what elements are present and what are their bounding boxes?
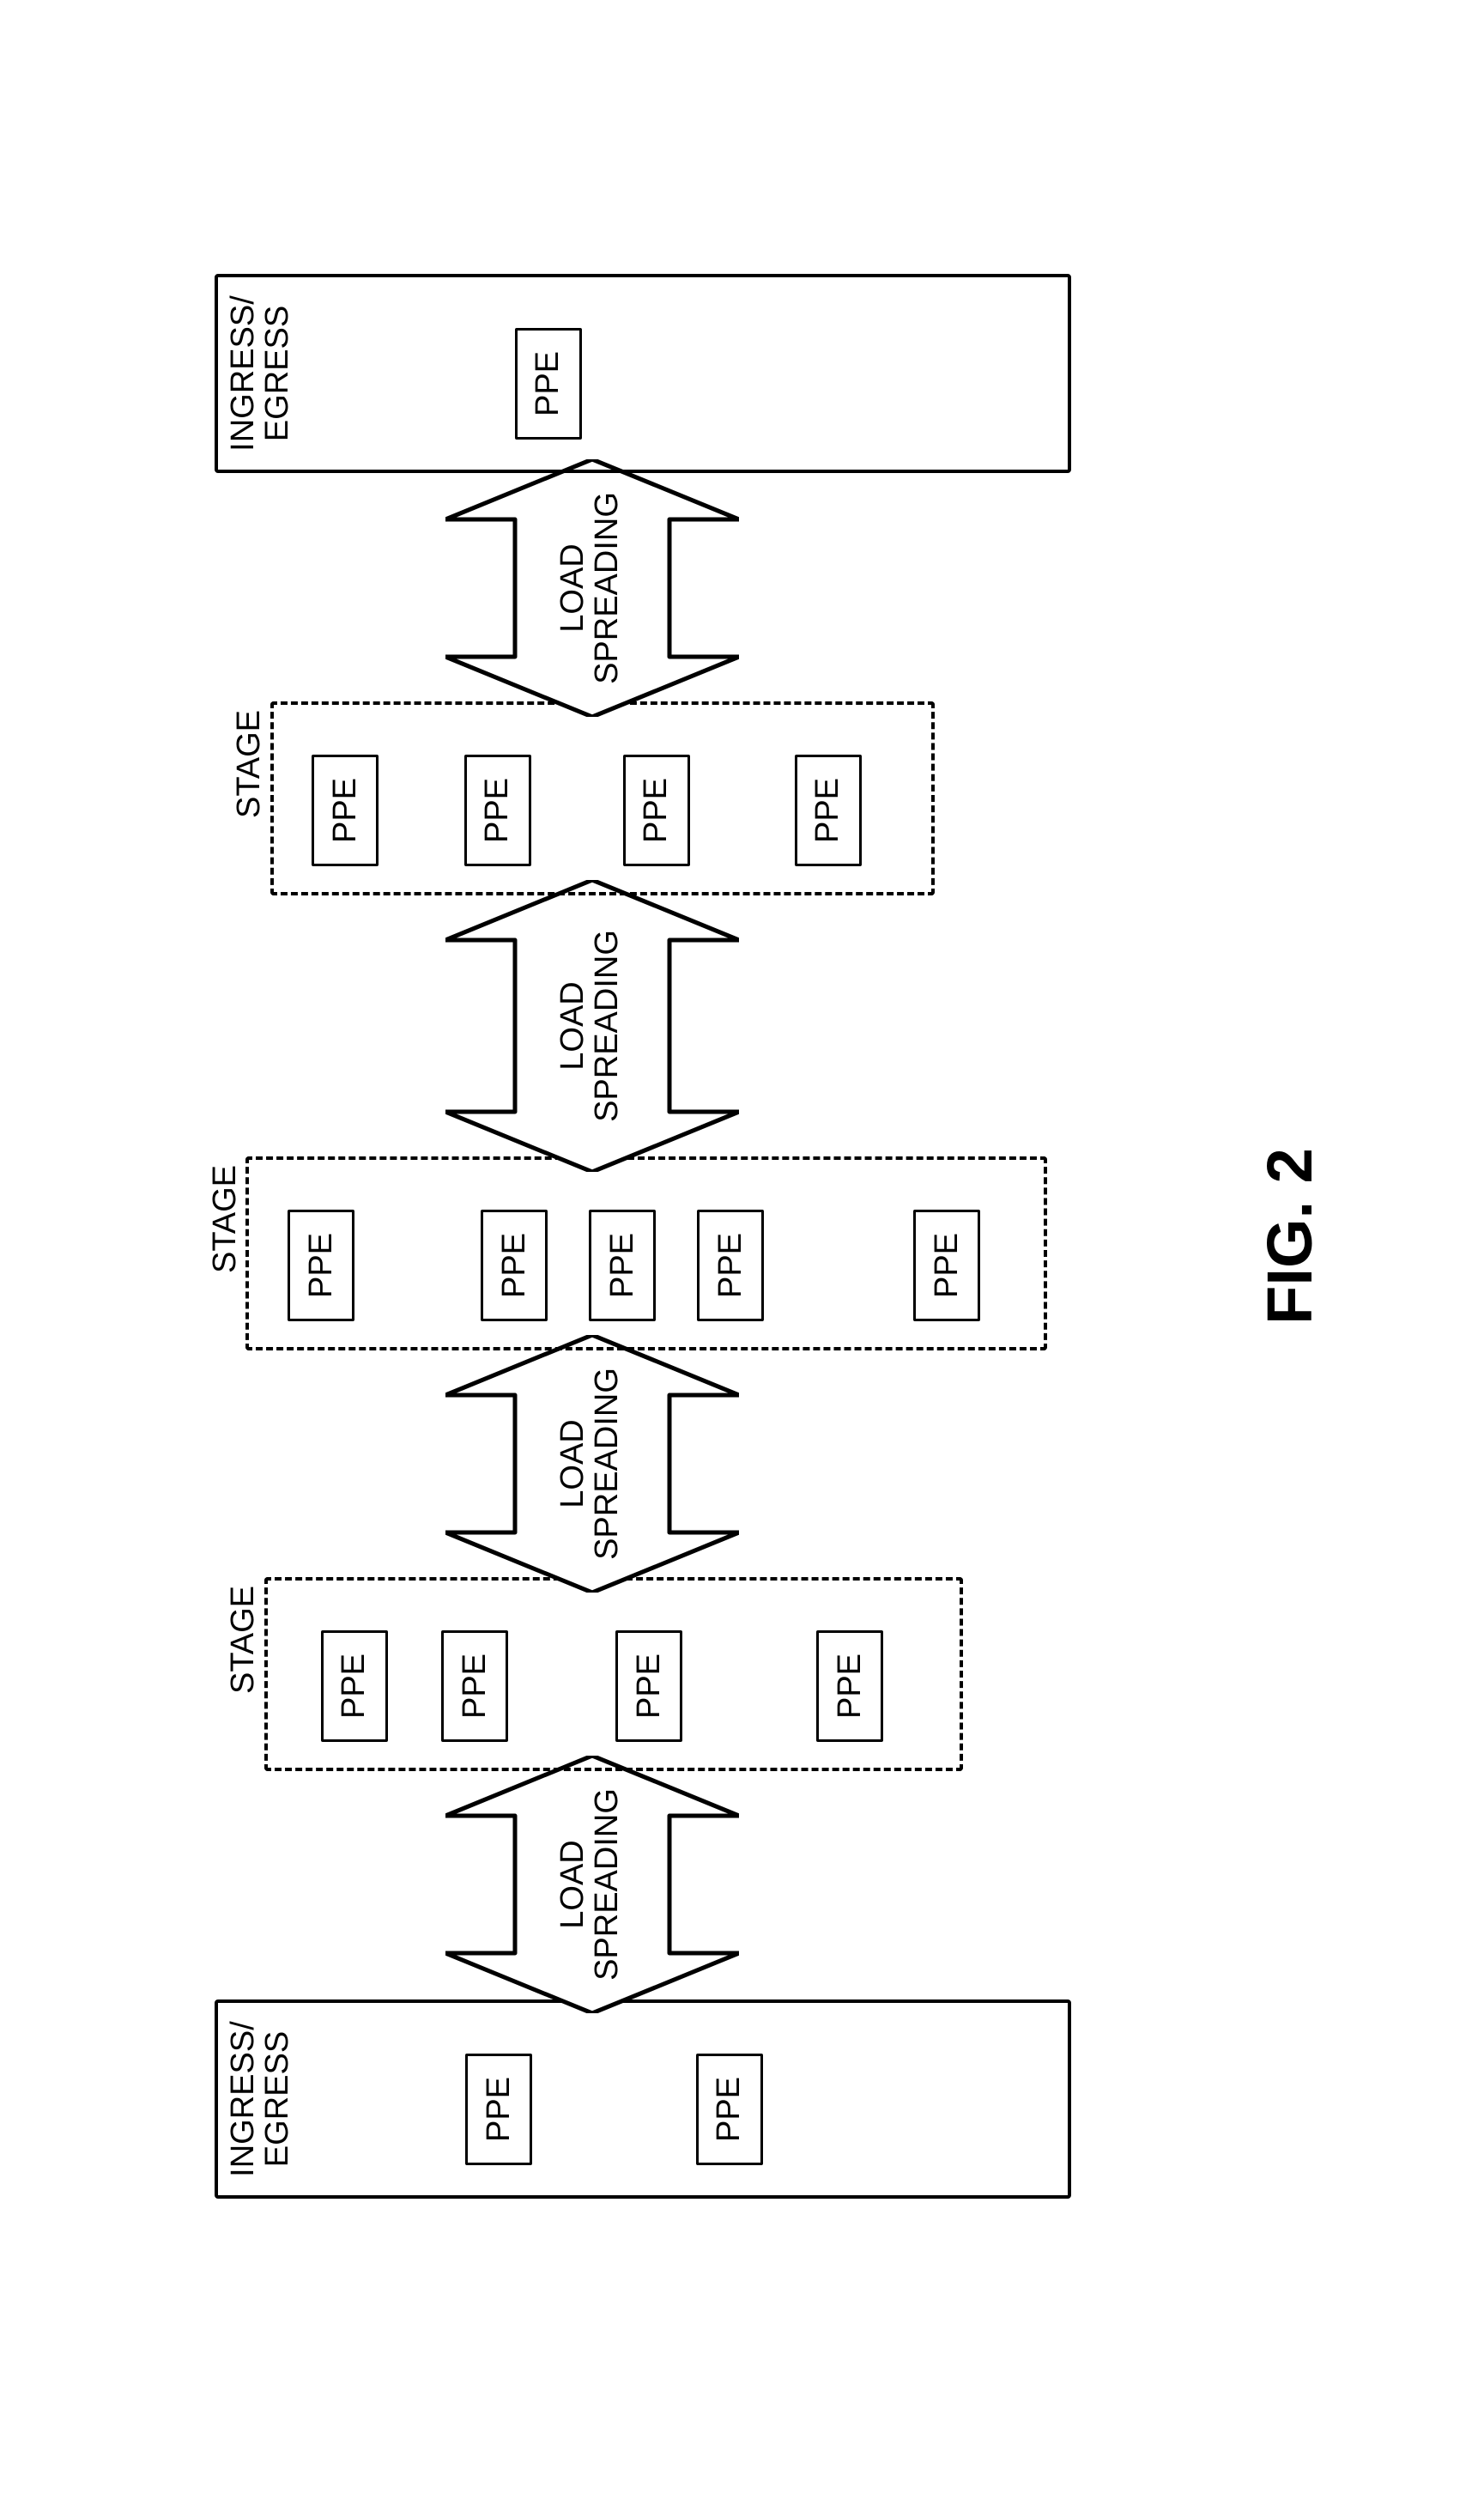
ppe-box: PPE (816, 1630, 883, 1742)
double-arrow-icon (445, 1335, 739, 1593)
load-spreading-arrow: LOAD SPREADING (215, 459, 1159, 717)
ingress-egress-block: INGRESS/ EGRESS PPE PPE (215, 1999, 1071, 2199)
ppe-box: PPE (465, 2054, 532, 2165)
diagram-row: INGRESS/ EGRESSPPEPPELOAD SPREADINGSTAGE… (215, 288, 1159, 2185)
load-spreading-arrow: LOAD SPREADING (215, 1756, 1159, 2013)
stage-block: STAGEPPEPPEPPEPPE (270, 701, 935, 895)
page: { "page": { "width": 1729, "height": 291… (0, 0, 1484, 2500)
load-spreading-arrow: LOAD SPREADING (215, 880, 1159, 1172)
stage-block: STAGEPPEPPEPPEPPE (264, 1577, 963, 1771)
ppe-box: PPE (288, 1210, 354, 1321)
ppe-box: PPE (515, 328, 582, 440)
double-arrow-icon (445, 880, 739, 1172)
ppe-box: PPE (795, 755, 862, 866)
ppe-box: PPE (589, 1210, 656, 1321)
ppe-box: PPE (697, 1210, 764, 1321)
ppe-box: PPE (696, 2054, 763, 2165)
diagram-strip: INGRESS/ EGRESSPPEPPELOAD SPREADINGSTAGE… (215, 120, 1326, 2352)
figure-label: FIG. 2 (1253, 1148, 1326, 1325)
ppe-box: PPE (464, 755, 531, 866)
strip-wrap: INGRESS/ EGRESS PPE PPE LOAD SPREADINGSTAGE… (0, 0, 1484, 1112)
ingress-egress-block: INGRESS/ EGRESS PPE (215, 274, 1071, 473)
ppe-box: PPE (623, 755, 690, 866)
ppe-box: PPE (321, 1630, 388, 1742)
ingress-title: INGRESS/ EGRESS (227, 288, 295, 459)
ingress-title: INGRESS/ EGRESS (227, 2013, 295, 2185)
stage-block: STAGEPPEPPEPPEPPEPPE (245, 1156, 1047, 1350)
stage-title: STAGE (233, 710, 267, 818)
stage-title: STAGE (227, 1586, 261, 1694)
load-spreading-arrow: LOAD SPREADING (215, 1335, 1159, 1593)
double-arrow-icon (445, 1756, 739, 2013)
ppe-box: PPE (481, 1210, 548, 1321)
ppe-box: PPE (615, 1630, 682, 1742)
double-arrow-icon (445, 459, 739, 717)
ppe-box: PPE (312, 755, 379, 866)
ppe-box: PPE (913, 1210, 980, 1321)
ppe-box: PPE (441, 1630, 508, 1742)
stage-title: STAGE (209, 1165, 243, 1273)
